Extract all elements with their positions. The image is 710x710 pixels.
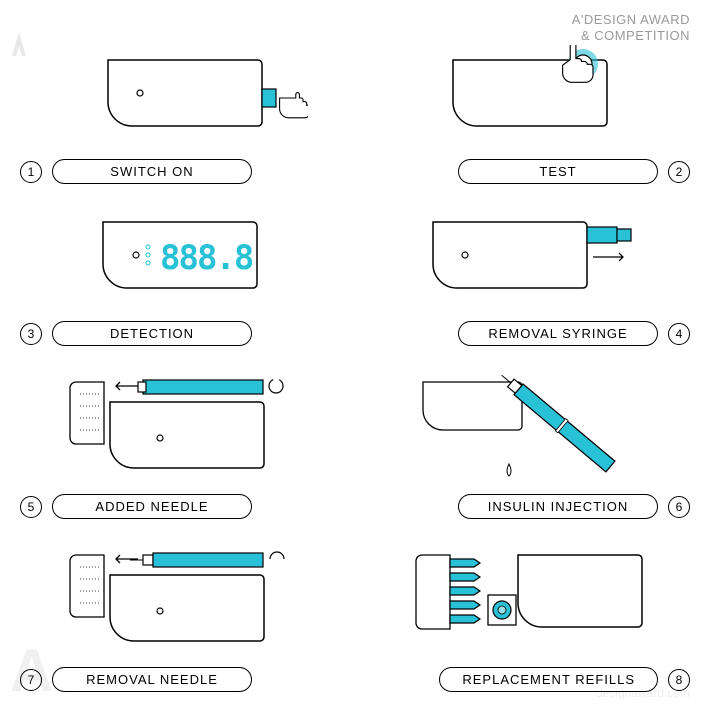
step-2-illustration (355, 40, 710, 159)
step-5-illustration (0, 364, 355, 494)
step-8-caption: REPLACEMENT REFILLS 8 (355, 667, 710, 692)
lcd-display: 888.8 (160, 238, 253, 278)
step-4-number: 4 (668, 323, 690, 345)
step-8: REPLACEMENT REFILLS 8 (355, 537, 710, 710)
step-7-label: REMOVAL NEEDLE (52, 667, 252, 692)
step-4-illustration (355, 202, 710, 321)
step-6-label: INSULIN INJECTION (458, 494, 658, 519)
steps-grid: 1 SWITCH ON TEST 2 (0, 40, 710, 710)
step-3-label: DETECTION (52, 321, 252, 346)
step-1: 1 SWITCH ON (0, 40, 355, 202)
step-8-number: 8 (668, 669, 690, 691)
step-2-caption: TEST 2 (355, 159, 710, 184)
step-3-caption: 3 DETECTION (0, 321, 355, 346)
header-line1: A'DESIGN AWARD (572, 12, 690, 28)
step-6-caption: INSULIN INJECTION 6 (355, 494, 710, 519)
step-5: 5 ADDED NEEDLE (0, 364, 355, 537)
step-5-label: ADDED NEEDLE (52, 494, 252, 519)
step-8-label: REPLACEMENT REFILLS (439, 667, 658, 692)
step-3-illustration: 888.8 (0, 202, 355, 321)
step-2: TEST 2 (355, 40, 710, 202)
step-4-label: REMOVAL SYRINGE (458, 321, 658, 346)
step-8-illustration (355, 537, 710, 667)
step-6-number: 6 (668, 496, 690, 518)
step-5-number: 5 (20, 496, 42, 518)
step-2-label: TEST (458, 159, 658, 184)
step-1-illustration (0, 40, 355, 159)
award-header: A'DESIGN AWARD & COMPETITION (572, 12, 690, 43)
step-1-caption: 1 SWITCH ON (0, 159, 355, 184)
step-4: REMOVAL SYRINGE 4 (355, 202, 710, 364)
step-6-illustration (355, 364, 710, 494)
step-5-caption: 5 ADDED NEEDLE (0, 494, 355, 519)
step-2-number: 2 (668, 161, 690, 183)
step-3: 888.8 3 DETECTION (0, 202, 355, 364)
step-1-number: 1 (20, 161, 42, 183)
step-7: 7 REMOVAL NEEDLE (0, 537, 355, 710)
step-1-label: SWITCH ON (52, 159, 252, 184)
step-3-number: 3 (20, 323, 42, 345)
step-6: INSULIN INJECTION 6 (355, 364, 710, 537)
step-7-number: 7 (20, 669, 42, 691)
step-7-illustration (0, 537, 355, 667)
step-4-caption: REMOVAL SYRINGE 4 (355, 321, 710, 346)
step-7-caption: 7 REMOVAL NEEDLE (0, 667, 355, 692)
